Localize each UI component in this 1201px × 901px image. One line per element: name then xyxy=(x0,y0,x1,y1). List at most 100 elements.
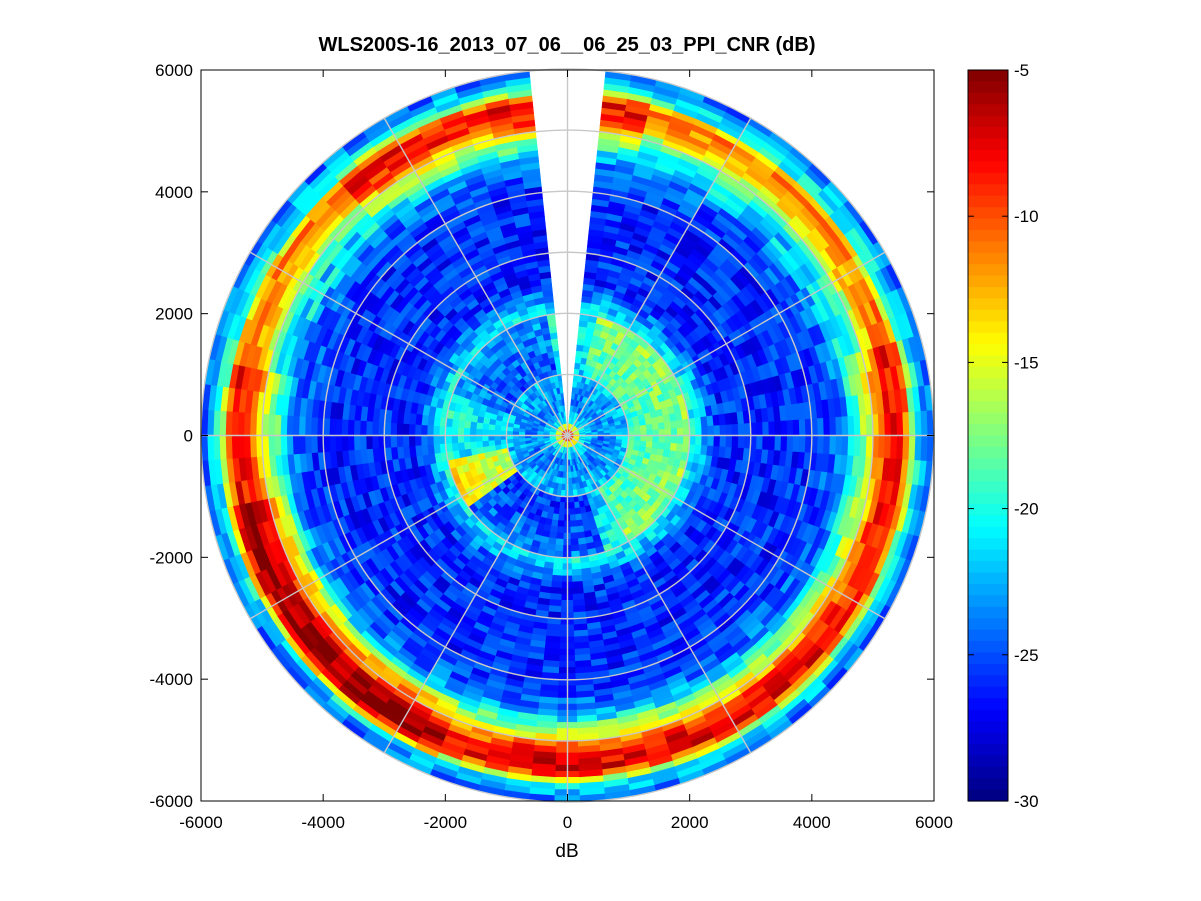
ppi-cell xyxy=(817,417,825,436)
ppi-cell xyxy=(877,413,886,436)
ppi-cell xyxy=(432,435,440,446)
ppi-cell xyxy=(572,593,586,601)
ppi-cell xyxy=(249,435,258,458)
ppi-cell xyxy=(896,411,904,436)
ppi-cell xyxy=(292,416,300,436)
ppi-cell xyxy=(640,429,648,436)
ppi-cell xyxy=(570,532,579,540)
ppi-cell xyxy=(481,435,489,442)
ppi-cell xyxy=(670,427,678,436)
ppi-cell xyxy=(646,429,654,436)
ppi-cell xyxy=(555,544,564,552)
ppi-cell xyxy=(628,430,636,436)
ppi-cell xyxy=(487,429,495,436)
ppi-cell xyxy=(286,435,294,456)
ppi-cell xyxy=(231,411,239,436)
ppi-cell xyxy=(445,426,453,436)
ppi-cell xyxy=(267,435,276,457)
ppi-cell xyxy=(487,424,496,431)
ppi-cell xyxy=(347,435,355,452)
ppi-cell xyxy=(304,435,312,455)
ppi-cell xyxy=(574,356,582,364)
ppi-cell xyxy=(572,380,578,388)
ppi-cell xyxy=(365,435,373,450)
ppi-cell xyxy=(664,427,672,436)
ppi-cell xyxy=(298,416,306,436)
ppi-cell xyxy=(487,435,495,442)
ppi-cell xyxy=(273,435,282,457)
ppi-cell xyxy=(786,419,794,436)
ppi-cell xyxy=(493,430,501,436)
ppi-cell xyxy=(554,501,561,509)
ppi-cell xyxy=(571,562,582,571)
ppi-cell xyxy=(676,419,684,429)
ppi-cell xyxy=(457,442,465,452)
ppi-cell xyxy=(237,412,245,436)
ppi-cell xyxy=(359,420,367,436)
ppi-cell xyxy=(494,424,502,432)
ppi-cell xyxy=(572,599,586,607)
ppi-cell xyxy=(426,425,434,436)
ppi-cell xyxy=(402,423,410,436)
ppi-cell xyxy=(908,410,916,436)
ppi-cell xyxy=(762,421,770,436)
ppi-cell xyxy=(341,435,349,452)
ppi-cell xyxy=(328,418,337,436)
ppi-cell xyxy=(829,416,837,436)
ppi-cell xyxy=(663,420,672,430)
ppi-cell xyxy=(457,419,465,429)
ppi-cell xyxy=(463,420,472,430)
ppi-cell xyxy=(569,514,577,522)
ppi-cell xyxy=(414,424,422,436)
ppi-cell xyxy=(713,424,721,436)
ppi-cell xyxy=(719,424,727,436)
ppi-cell xyxy=(552,568,564,577)
ppi-cell xyxy=(432,425,440,436)
ppi-cell xyxy=(414,435,422,447)
ppi-cell xyxy=(634,430,642,436)
ppi-cell xyxy=(574,362,581,370)
ppi-cell xyxy=(570,520,578,528)
ppi-cell xyxy=(225,411,233,436)
ppi-cell xyxy=(219,435,227,461)
ppi-cell xyxy=(841,415,849,436)
ppi-cell xyxy=(499,435,507,441)
ppi-cell xyxy=(884,412,892,436)
ppi-cell xyxy=(551,580,563,589)
ppi-cell xyxy=(310,417,318,436)
ppi-cell xyxy=(701,425,709,436)
ppi-cell xyxy=(280,435,288,456)
ppi-cell xyxy=(267,414,276,436)
ppi-cell xyxy=(798,418,807,436)
ppi-cell xyxy=(243,435,251,459)
ppi-cell xyxy=(549,599,563,607)
ppi-cell xyxy=(219,410,227,436)
ppi-cell xyxy=(463,441,472,451)
ppi-cell xyxy=(420,424,428,436)
plot-area: -6000 -4000 -2000 0 2000 4000 6000 60004000200… xyxy=(150,61,953,832)
ppi-cell xyxy=(273,414,282,436)
ppi-cell xyxy=(469,421,478,430)
ppi-cell xyxy=(298,435,306,455)
ppi-cell xyxy=(560,489,566,497)
ppi-cell xyxy=(286,415,294,436)
chart-title: WLS200S-16_2013_07_06__06_25_03_PPI_CNR … xyxy=(319,34,816,56)
ppi-cell xyxy=(475,422,484,430)
ppi-cell xyxy=(408,435,416,447)
ppi-cell xyxy=(341,419,349,436)
ppi-cell xyxy=(558,514,566,522)
ppi-cell xyxy=(823,416,831,436)
ppi-cell xyxy=(365,421,373,436)
ppi-cell xyxy=(371,435,379,450)
ppi-cell xyxy=(426,435,434,446)
ppi-cell xyxy=(396,435,404,448)
ppi-cell xyxy=(499,430,507,436)
ppi-cell xyxy=(402,435,410,448)
ppi-cell xyxy=(475,441,484,449)
ppi-cell xyxy=(562,477,567,485)
ppi-cell xyxy=(457,435,465,444)
ppi-cell xyxy=(550,587,563,595)
ppi-cell xyxy=(292,435,300,455)
ppi-cell xyxy=(573,605,587,613)
ppi-cell xyxy=(237,435,245,459)
